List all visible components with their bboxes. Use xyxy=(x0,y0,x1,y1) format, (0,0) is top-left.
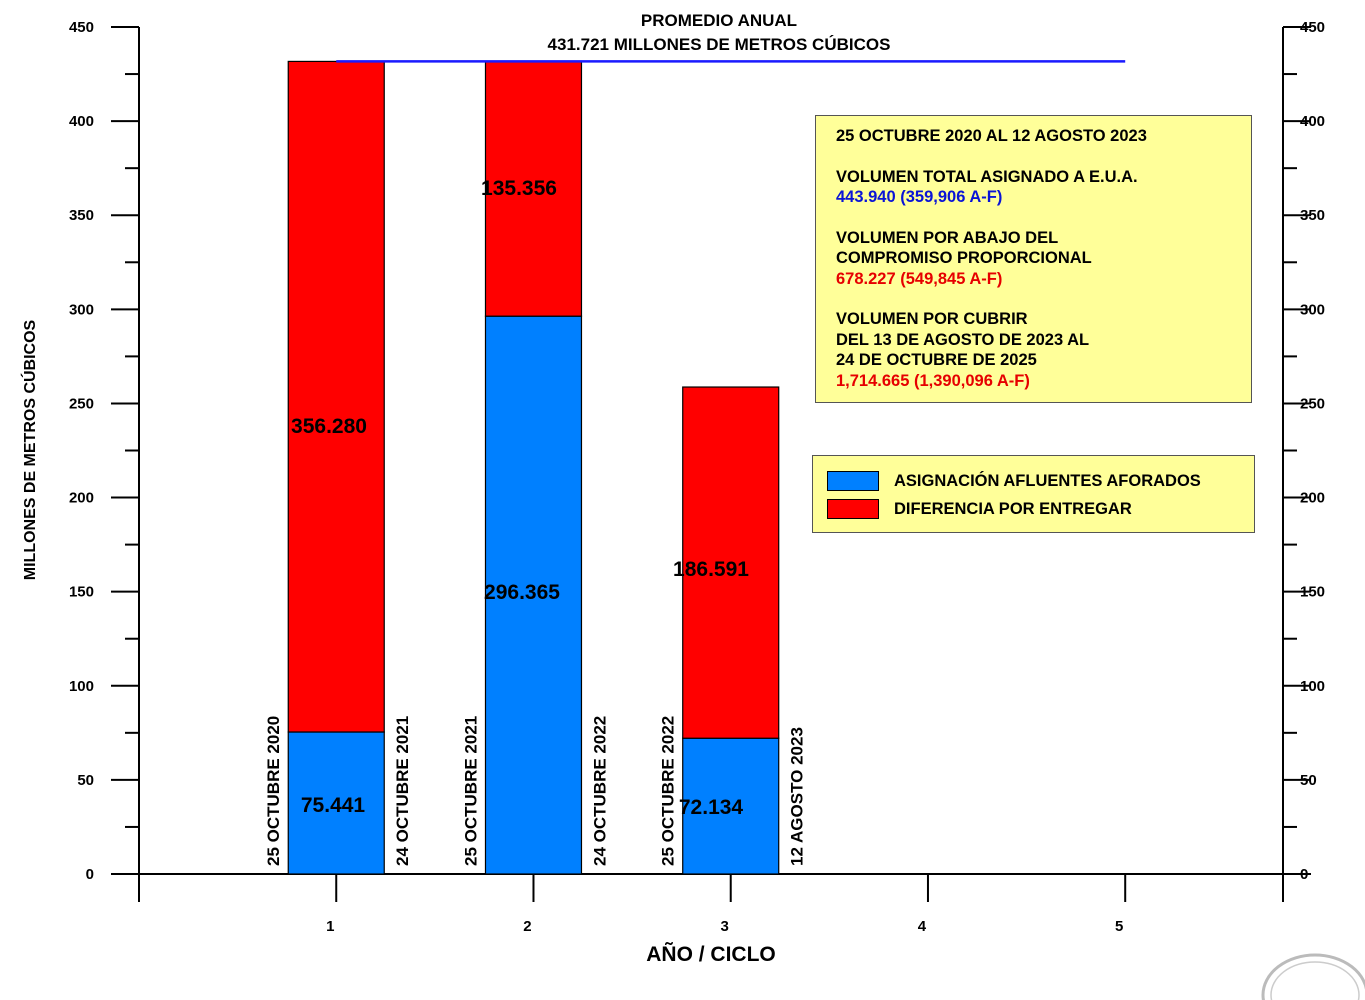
bar-segment-asignacion xyxy=(287,731,385,875)
bar-end-date: 24 OCTUBRE 2022 xyxy=(590,716,609,866)
y-tick-label-right: 450 xyxy=(1300,19,1325,36)
seal-icon xyxy=(1261,953,1365,1000)
header-line-1: PROMEDIO ANUAL xyxy=(641,11,797,30)
y-tick-label-right: 350 xyxy=(1300,207,1325,224)
header-line-2: 431.721 MILLONES DE METROS CÚBICOS xyxy=(548,35,891,54)
x-tick-label: 5 xyxy=(1115,918,1123,935)
y-tick-label-left: 450 xyxy=(69,19,94,36)
bar-segment-asignacion xyxy=(484,315,583,875)
y-tick-label-right: 300 xyxy=(1300,301,1325,318)
legend-swatch-red xyxy=(827,499,879,519)
bar-value-label-diferencia: 356.280 xyxy=(291,415,367,438)
bar-segment-diferencia xyxy=(287,60,385,733)
y-tick-label-left: 300 xyxy=(69,301,94,318)
bar-value-label-diferencia: 186.591 xyxy=(673,558,749,581)
summary-below-title-1: VOLUMEN POR ABAJO DEL xyxy=(836,228,1059,247)
y-tick-label-right: 250 xyxy=(1300,395,1325,412)
bar-start-date: 25 OCTUBRE 2020 xyxy=(264,716,283,866)
y-tick-label-right: 0 xyxy=(1300,866,1308,883)
bar-value-label-diferencia: 135.356 xyxy=(481,177,557,200)
legend-entry-asignacion: ASIGNACIÓN AFLUENTES AFORADOS xyxy=(827,470,1201,492)
chart-labels: 0 0 50 50 100 100 150 150 200 200 250 250 300 300 350 3… xyxy=(20,11,1325,964)
summary-total-value: 443.940 (359,906 A-F) xyxy=(836,188,1003,206)
x-tick-label: 1 xyxy=(326,918,334,935)
y-axis-title: MILLONES DE METROS CÚBICOS xyxy=(20,319,39,580)
bar-end-date: 24 OCTUBRE 2021 xyxy=(393,716,412,866)
bar-start-date: 25 OCTUBRE 2022 xyxy=(659,716,678,866)
bar-start-date: 25 OCTUBRE 2021 xyxy=(461,716,480,866)
summary-cover-title-1: VOLUMEN POR CUBRIR xyxy=(836,310,1028,328)
y-tick-label-left: 400 xyxy=(69,113,94,130)
summary-total-title: VOLUMEN TOTAL ASIGNADO A E.U.A. xyxy=(836,167,1138,186)
y-tick-label-left: 250 xyxy=(69,395,94,412)
x-tick-label: 3 xyxy=(721,918,729,935)
x-tick-label: 4 xyxy=(918,918,927,935)
y-tick-label-left: 50 xyxy=(77,772,94,789)
y-tick-label-left: 350 xyxy=(69,207,94,224)
bar-value-label-asignacion: 75.441 xyxy=(301,794,366,817)
summary-period: 25 OCTUBRE 2020 AL 12 AGOSTO 2023 xyxy=(836,127,1147,145)
y-tick-label-right: 100 xyxy=(1300,678,1325,695)
x-axis-title: AÑO / CICLO xyxy=(646,943,776,964)
y-tick-label-right: 400 xyxy=(1300,113,1325,130)
legend-entry-diferencia: DIFERENCIA POR ENTREGAR xyxy=(827,498,1132,520)
y-tick-label-right: 150 xyxy=(1300,584,1325,601)
bar-segment-diferencia xyxy=(682,386,780,739)
chart-bars xyxy=(287,60,1126,875)
bar-end-date: 12 AGOSTO 2023 xyxy=(788,727,807,866)
summary-cover-value: 1,714.665 (1,390,096 A-F) xyxy=(836,371,1030,390)
chart-legend: ASIGNACIÓN AFLUENTES AFORADOS DIFERENCIA… xyxy=(812,455,1255,533)
x-tick-label: 2 xyxy=(523,918,531,935)
bar-value-label-asignacion: 72.134 xyxy=(679,796,744,819)
y-tick-label-right: 200 xyxy=(1300,490,1325,507)
bar-segment-asignacion xyxy=(682,737,780,875)
y-tick-label-left: 200 xyxy=(69,490,94,507)
y-tick-label-right: 50 xyxy=(1300,772,1317,789)
y-tick-label-left: 100 xyxy=(69,678,94,695)
legend-label-asignacion: ASIGNACIÓN AFLUENTES AFORADOS xyxy=(894,471,1201,490)
summary-cover-title-2: DEL 13 DE AGOSTO DE 2023 AL xyxy=(836,330,1090,349)
summary-below-value: 678.227 (549,845 A-F) xyxy=(836,269,1003,288)
y-tick-label-left: 0 xyxy=(86,866,94,883)
y-tick-label-left: 150 xyxy=(69,584,94,601)
legend-swatch-blue xyxy=(827,471,879,491)
bar-value-label-asignacion: 296.365 xyxy=(484,581,560,604)
summary-cover-title-3: 24 DE OCTUBRE DE 2025 xyxy=(836,351,1037,369)
summary-below-title-2: COMPROMISO PROPORCIONAL xyxy=(836,249,1092,267)
bar-chart: 0 0 50 50 100 100 150 150 200 200 250 250 300 300 350 3… xyxy=(20,11,1325,964)
summary-box: 25 OCTUBRE 2020 AL 12 AGOSTO 2023 VOLUME… xyxy=(815,115,1252,403)
bar-segment-diferencia xyxy=(484,60,583,317)
legend-label-diferencia: DIFERENCIA POR ENTREGAR xyxy=(894,499,1132,518)
